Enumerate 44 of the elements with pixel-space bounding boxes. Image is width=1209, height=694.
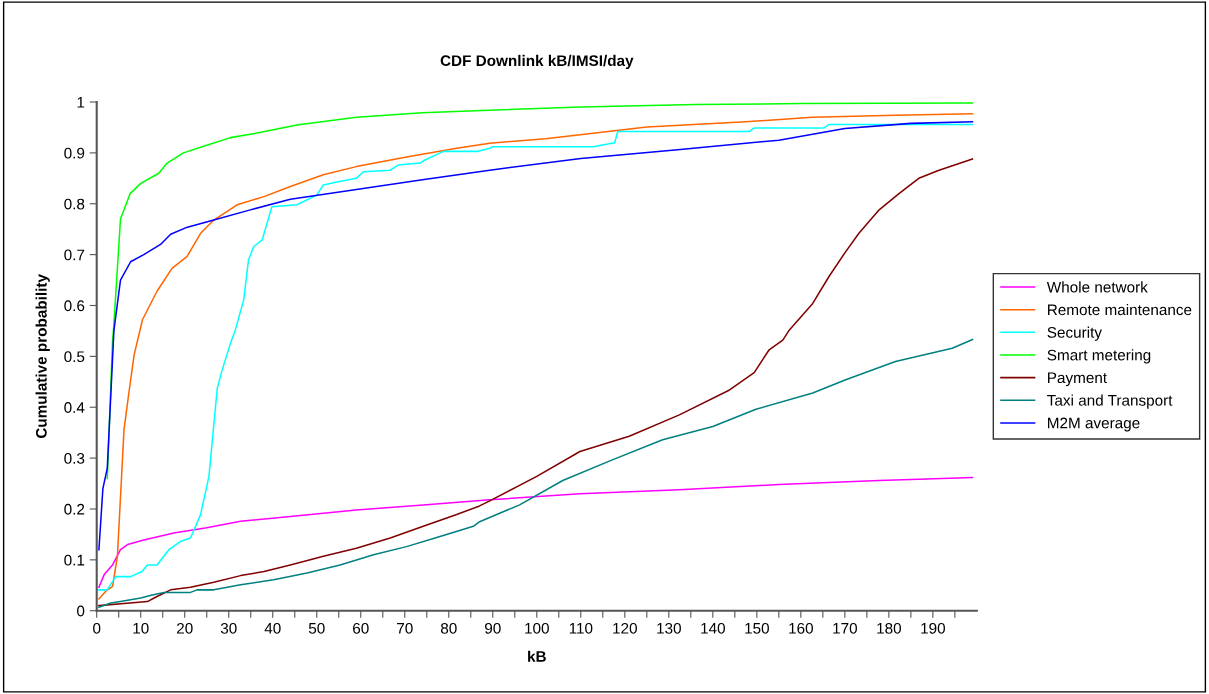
line-series	[98, 476, 974, 589]
line-series	[106, 102, 974, 480]
y-tick-label: 0.3	[64, 452, 85, 464]
legend-label: Smart metering	[1047, 349, 1151, 364]
chart-title: CDF Downlink kB/IMSI/day	[440, 54, 634, 70]
x-tick-label: 140	[701, 622, 725, 634]
x-tick-label: 70	[397, 622, 413, 634]
x-tick-label: 150	[745, 622, 769, 634]
legend-label: Remote maintenance	[1048, 303, 1192, 316]
x-tick-label: 50	[308, 622, 325, 634]
x-tick-label: 120	[613, 622, 637, 634]
y-tick-label: 0.9	[64, 147, 85, 159]
legend-label: M2M average	[1048, 417, 1140, 432]
x-tick-label: 40	[264, 622, 281, 634]
x-tick-label: 20	[177, 622, 193, 634]
legend-label: Payment	[1048, 372, 1107, 387]
x-tick-label: 60	[353, 622, 369, 634]
x-tick-label: 180	[877, 622, 902, 634]
y-tick-label: 0.4	[64, 402, 85, 413]
y-tick-label: 0.7	[64, 249, 85, 261]
x-tick-label: 190	[921, 622, 946, 634]
y-tick-label: 1	[77, 97, 85, 108]
x-tick-label: 90	[485, 622, 501, 634]
y-tick-label: 0.2	[64, 503, 85, 515]
x-tick-label: 130	[657, 622, 681, 634]
x-axis-title: kB	[528, 650, 546, 662]
x-tick-label: 170	[833, 622, 857, 634]
legend-label: Security	[1047, 326, 1102, 341]
x-tick-label: 0	[93, 622, 101, 634]
x-tick-label: 110	[569, 622, 593, 634]
x-tick-label: 30	[220, 622, 237, 634]
x-tick-label: 10	[133, 622, 149, 634]
legend-label: Whole network	[1046, 281, 1148, 293]
line-series	[98, 338, 974, 608]
legend-label: Taxi and Transport	[1047, 394, 1173, 409]
y-tick-label: 0.6	[64, 300, 85, 312]
y-axis-title: Cumulative probability	[35, 274, 50, 439]
y-tick-label: 0.1	[64, 554, 85, 566]
y-tick-label: 0	[77, 605, 85, 617]
x-tick-label: 80	[440, 622, 457, 634]
x-tick-label: 160	[789, 622, 813, 634]
x-tick-label: 100	[525, 622, 549, 634]
y-tick-label: 0.5	[64, 351, 85, 363]
y-tick-label: 0.8	[64, 198, 85, 210]
